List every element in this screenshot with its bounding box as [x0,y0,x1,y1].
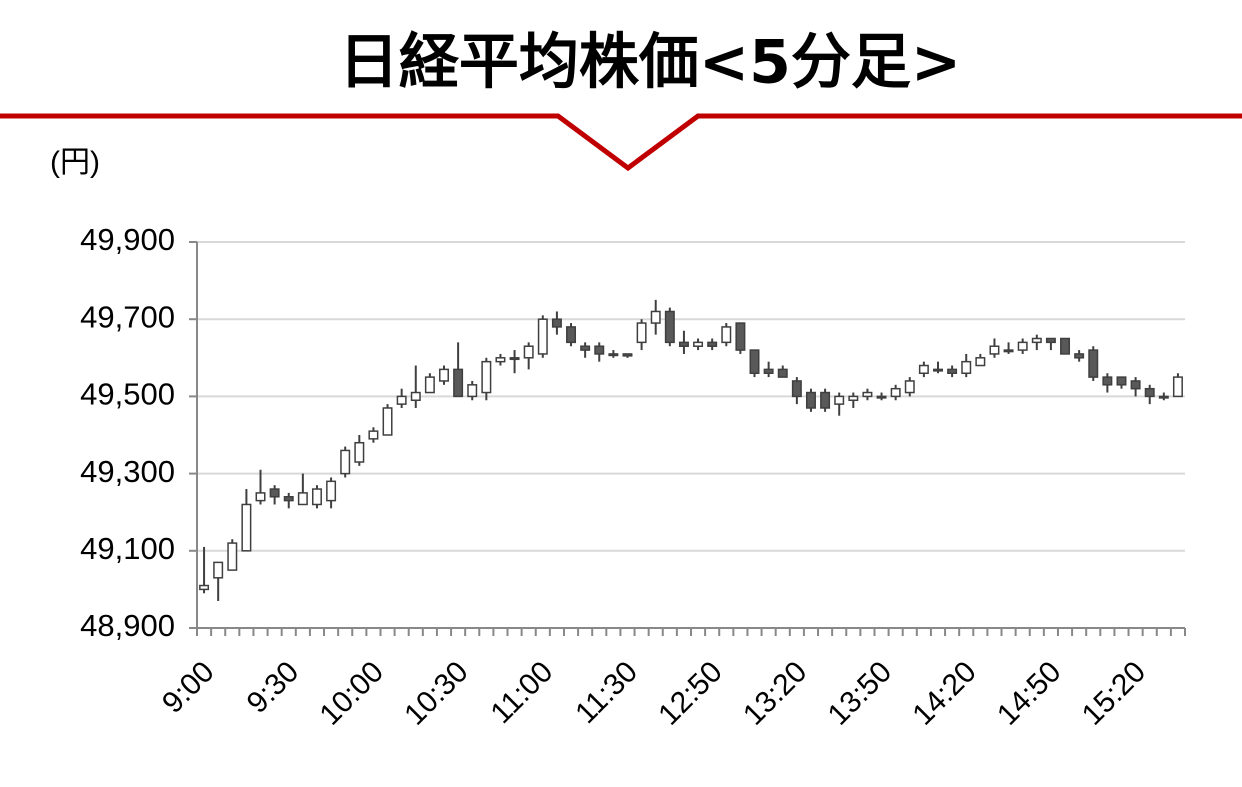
candle-body [1130,380,1141,390]
candle-body [1003,349,1014,353]
candle-body [1116,376,1127,386]
candle-body [311,488,322,506]
x-tick-label: 9:30 [241,655,306,720]
candle-body [537,318,548,355]
candle-body [1144,387,1155,398]
y-tick-label: 49,700 [80,299,175,334]
y-tick-label: 49,100 [80,531,175,566]
candle-body [396,395,407,405]
candle-body [636,322,647,344]
x-tick-label: 14:20 [906,655,982,731]
candle-body [1060,337,1071,355]
candle-body [834,395,845,405]
candle-body [664,310,675,344]
candle-body [580,345,591,351]
candle-body [989,345,1000,355]
candle-body [566,326,577,344]
candle-body [495,357,506,363]
x-tick-label: 14:50 [991,655,1067,731]
candle-body [1074,353,1085,359]
x-tick-label: 10:00 [314,655,390,731]
candle-body [805,391,816,409]
candle-body [241,503,252,552]
candle-body [283,496,294,502]
candle-body [481,360,492,394]
candle-body [622,353,633,357]
candle-body [382,407,393,436]
candle-body [439,368,449,382]
candle-body [961,360,972,374]
header-rule [0,113,1242,172]
candle-body [199,584,210,591]
x-tick-label: 13:20 [737,655,813,731]
candle-body [777,368,788,378]
candle-body [1031,337,1042,344]
candle-body [410,391,421,402]
candle-body [763,368,774,374]
x-tick-label: 10:30 [398,655,474,731]
candle-body [227,542,238,571]
candle-body [453,368,464,398]
chart-title: 日経平均株価<5分足> [339,28,961,98]
candle-body [749,349,760,374]
x-tick-label: 11:00 [484,655,559,730]
candle-body [820,391,831,409]
candle-body [551,318,562,328]
candle-body [890,387,901,398]
candle-body [509,357,520,361]
candle-body [1088,349,1099,378]
y-tick-label: 48,900 [80,608,175,643]
candle-body [862,391,873,398]
candle-body [467,384,478,398]
x-tick-label: 13:50 [822,655,898,731]
candle-body [904,380,915,394]
candle-body [523,345,534,359]
candle-body [693,341,704,347]
x-tick-label: 12:50 [652,655,728,731]
candle-body [608,353,619,357]
candle-body [975,357,986,367]
candle-body [707,341,718,347]
candle-body [340,449,351,475]
y-tick-label: 49,500 [80,377,175,412]
candle-body [1158,395,1169,399]
candle-body [1102,376,1113,386]
y-unit: (円) [50,146,100,179]
candle-body [918,364,929,374]
candle-body [933,368,943,372]
x-tick-label: 11:30 [569,655,644,730]
candle-body [269,488,280,498]
x-tick-label: 15:20 [1076,655,1152,731]
candle-body [368,430,379,440]
candle-body [721,326,732,344]
candle-body [1017,341,1028,351]
candle-body [255,492,266,502]
candle-body [1045,337,1056,344]
candle-body [791,380,802,398]
candle-body [326,480,337,502]
x-tick-label: 9:00 [156,655,221,720]
candle-body [297,492,308,506]
candle-body [213,561,224,579]
candle-body [354,441,365,463]
candle-body [650,310,661,324]
candle-body [848,395,859,402]
y-tick-label: 49,300 [80,454,175,489]
candle-body [947,368,958,374]
candle-body [594,345,605,355]
candle-body [735,322,746,351]
candle-body [1172,376,1183,398]
candle-body [876,395,887,399]
candle-body [424,376,435,394]
y-tick-label: 49,900 [80,222,175,257]
candle-body [678,341,689,347]
